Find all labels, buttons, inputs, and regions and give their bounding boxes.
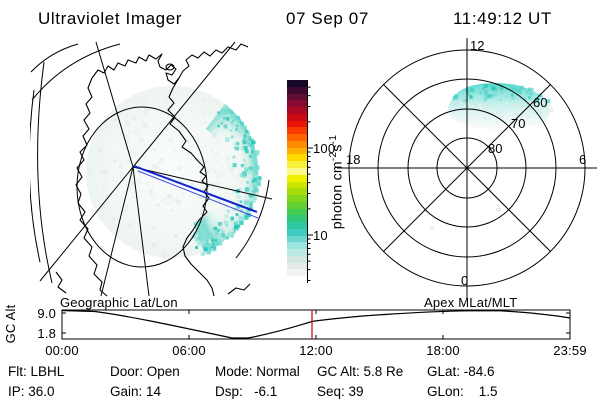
app-title: Ultraviolet Imager: [38, 9, 183, 28]
uv-dayglow-crescent: [193, 104, 259, 252]
mlat-ring-label-80: 80: [488, 141, 502, 156]
xtick-1800: 18:00: [426, 343, 460, 358]
colorbar-tick-100: 100: [313, 141, 336, 156]
ytick-9: 9.0: [37, 306, 56, 321]
mlat-ring-label-70: 70: [511, 116, 525, 131]
aurora-patch: [448, 83, 550, 130]
status-glat: GLat: -84.6: [427, 364, 495, 379]
mlt-label-0: 0: [461, 273, 468, 288]
geo-panel-title: Geographic Lat/Lon: [60, 295, 178, 310]
flux-colorbar: [287, 80, 307, 283]
orbit-track-line: [133, 165, 259, 219]
status-gc-alt: GC Alt: 5.8 Re: [317, 364, 404, 379]
colorbar-tick-10: 10: [313, 228, 328, 243]
mlt-spokes: [337, 38, 597, 298]
aurora-speckles: [452, 84, 554, 125]
status-glon: GLon: 1.5: [427, 384, 498, 399]
geographic-map-panel: [30, 41, 273, 297]
colorbar-ticks: [307, 86, 313, 281]
status-ip: IP: 36.0: [8, 384, 55, 399]
xtick-1200: 12:00: [299, 343, 333, 358]
status-gain: Gain: 14: [110, 384, 162, 399]
status-filter: Flt: LBHL: [8, 364, 65, 379]
gc-alt-curve: [61, 309, 571, 339]
time-display: 11:49:12 UT: [453, 9, 552, 28]
ytick-1-8: 1.8: [37, 326, 56, 341]
date-display: 07 Sep 07: [286, 9, 369, 28]
faint-emission-dot: [496, 208, 501, 212]
xtick-0600: 06:00: [172, 343, 206, 358]
xtick-0000: 00:00: [45, 343, 79, 358]
status-mode: Mode: Normal: [215, 364, 300, 379]
timeline-plot-box: [61, 309, 571, 340]
mlt-label-6: 6: [579, 152, 586, 167]
colorbar-axis: [307, 80, 313, 283]
antarctica-coastline: [55, 43, 251, 297]
mlat-ring-label-60: 60: [533, 95, 547, 110]
mlt-label-12: 12: [470, 38, 484, 53]
status-door: Door: Open: [110, 364, 180, 379]
mlt-label-18: 18: [346, 152, 360, 167]
uv-image-speckles: [88, 91, 262, 259]
faint-emission-dot: [430, 226, 434, 230]
gc-alt-timeline-panel: [61, 309, 571, 340]
apex-mlat-mlt-panel: 12 18 6 0 80 70 60: [337, 38, 597, 298]
timeline-axis-ticks: [62, 310, 570, 339]
apex-panel-title: Apex MLat/MLT: [424, 295, 518, 310]
timeline-ylabel: GC Alt: [3, 304, 18, 344]
status-dsp: Dsp: -6.1: [215, 384, 278, 399]
status-seq: Seq: 39: [317, 384, 364, 399]
xtick-2359: 23:59: [553, 343, 587, 358]
